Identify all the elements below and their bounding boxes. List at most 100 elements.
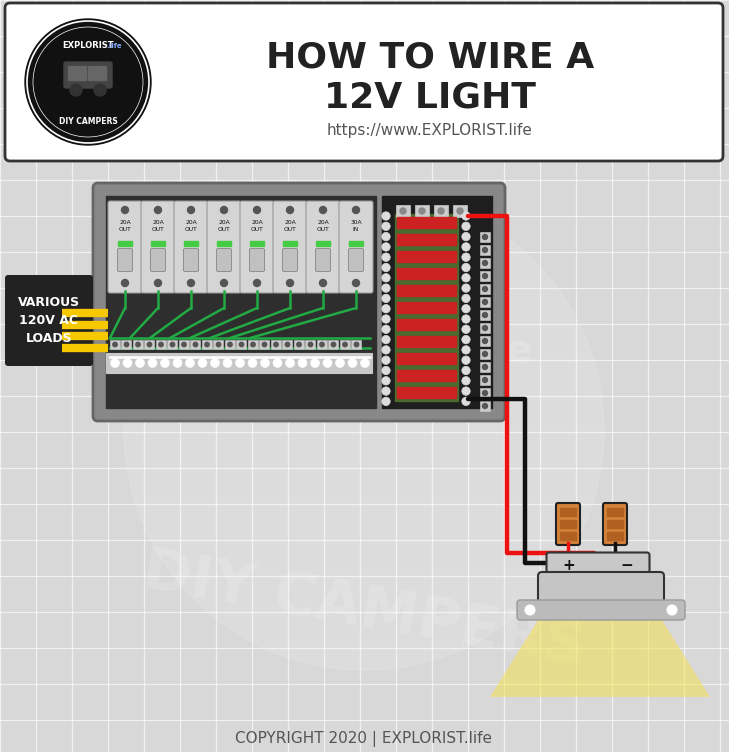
Circle shape xyxy=(382,335,390,344)
Circle shape xyxy=(211,359,219,368)
Circle shape xyxy=(382,325,390,333)
Circle shape xyxy=(461,305,470,313)
Circle shape xyxy=(331,342,335,347)
Circle shape xyxy=(483,299,488,305)
Bar xyxy=(607,508,623,516)
Circle shape xyxy=(461,222,470,231)
Bar xyxy=(397,387,456,398)
Bar xyxy=(271,340,281,349)
Text: 30A
IN: 30A IN xyxy=(350,220,362,232)
Bar xyxy=(283,340,292,349)
Circle shape xyxy=(220,207,227,214)
Bar xyxy=(434,205,448,217)
Circle shape xyxy=(223,359,232,368)
Circle shape xyxy=(155,207,162,214)
Bar xyxy=(110,340,120,349)
Circle shape xyxy=(382,222,390,231)
Circle shape xyxy=(187,280,195,287)
Circle shape xyxy=(136,359,144,368)
Circle shape xyxy=(220,280,227,287)
Circle shape xyxy=(286,359,295,368)
Bar xyxy=(453,205,467,217)
FancyBboxPatch shape xyxy=(538,572,664,610)
FancyBboxPatch shape xyxy=(603,503,627,545)
Circle shape xyxy=(136,342,140,347)
Circle shape xyxy=(193,342,198,347)
Circle shape xyxy=(483,351,488,356)
FancyBboxPatch shape xyxy=(141,201,175,293)
Circle shape xyxy=(483,247,488,253)
Circle shape xyxy=(461,325,470,333)
Circle shape xyxy=(251,342,255,347)
Circle shape xyxy=(254,207,260,214)
Bar xyxy=(480,336,490,346)
Circle shape xyxy=(335,359,345,368)
Bar xyxy=(340,340,350,349)
Bar xyxy=(397,319,456,330)
Bar xyxy=(480,271,490,281)
Circle shape xyxy=(382,253,390,262)
Circle shape xyxy=(382,284,390,293)
Circle shape xyxy=(461,212,470,220)
Bar xyxy=(133,340,143,349)
FancyBboxPatch shape xyxy=(306,201,340,293)
Circle shape xyxy=(323,359,332,368)
Circle shape xyxy=(483,378,488,383)
FancyBboxPatch shape xyxy=(108,201,142,293)
Bar xyxy=(395,214,458,401)
Bar xyxy=(283,241,297,246)
Circle shape xyxy=(320,342,324,347)
Text: .life: .life xyxy=(448,331,532,369)
FancyBboxPatch shape xyxy=(283,248,297,271)
Bar xyxy=(106,353,372,373)
Circle shape xyxy=(382,274,390,282)
Circle shape xyxy=(286,280,294,287)
Circle shape xyxy=(113,342,117,347)
Circle shape xyxy=(123,359,132,368)
FancyBboxPatch shape xyxy=(5,3,723,161)
Circle shape xyxy=(382,294,390,302)
Bar xyxy=(351,340,362,349)
Circle shape xyxy=(182,342,186,347)
Circle shape xyxy=(400,208,406,214)
Circle shape xyxy=(483,338,488,344)
FancyBboxPatch shape xyxy=(316,248,330,271)
Circle shape xyxy=(461,243,470,251)
Bar xyxy=(480,362,490,372)
FancyBboxPatch shape xyxy=(249,248,265,271)
Text: 20A
OUT: 20A OUT xyxy=(218,220,230,232)
Text: 12V LIGHT: 12V LIGHT xyxy=(324,81,536,115)
Text: EXPLORIST: EXPLORIST xyxy=(127,324,453,376)
Text: +: + xyxy=(563,559,575,574)
FancyBboxPatch shape xyxy=(547,553,650,580)
Circle shape xyxy=(461,387,470,396)
Circle shape xyxy=(483,235,488,239)
Bar xyxy=(305,340,316,349)
Circle shape xyxy=(111,359,120,368)
FancyBboxPatch shape xyxy=(93,183,505,421)
Bar xyxy=(415,205,429,217)
Circle shape xyxy=(483,260,488,265)
Circle shape xyxy=(217,342,221,347)
Bar xyxy=(480,232,490,242)
Circle shape xyxy=(124,190,604,670)
Bar xyxy=(397,251,456,262)
Bar xyxy=(156,340,166,349)
Bar xyxy=(151,241,165,246)
Circle shape xyxy=(483,404,488,408)
Circle shape xyxy=(198,359,207,368)
Text: DIY CAMPERS: DIY CAMPERS xyxy=(139,543,590,677)
Circle shape xyxy=(382,243,390,251)
Bar xyxy=(397,285,456,296)
Bar xyxy=(560,532,576,540)
Text: HOW TO WIRE A: HOW TO WIRE A xyxy=(266,41,594,75)
Circle shape xyxy=(308,342,313,347)
Circle shape xyxy=(260,359,270,368)
Circle shape xyxy=(185,359,195,368)
Circle shape xyxy=(353,280,359,287)
Bar xyxy=(397,370,456,381)
Circle shape xyxy=(311,359,319,368)
Circle shape xyxy=(122,280,128,287)
FancyBboxPatch shape xyxy=(184,248,198,271)
Circle shape xyxy=(274,342,278,347)
